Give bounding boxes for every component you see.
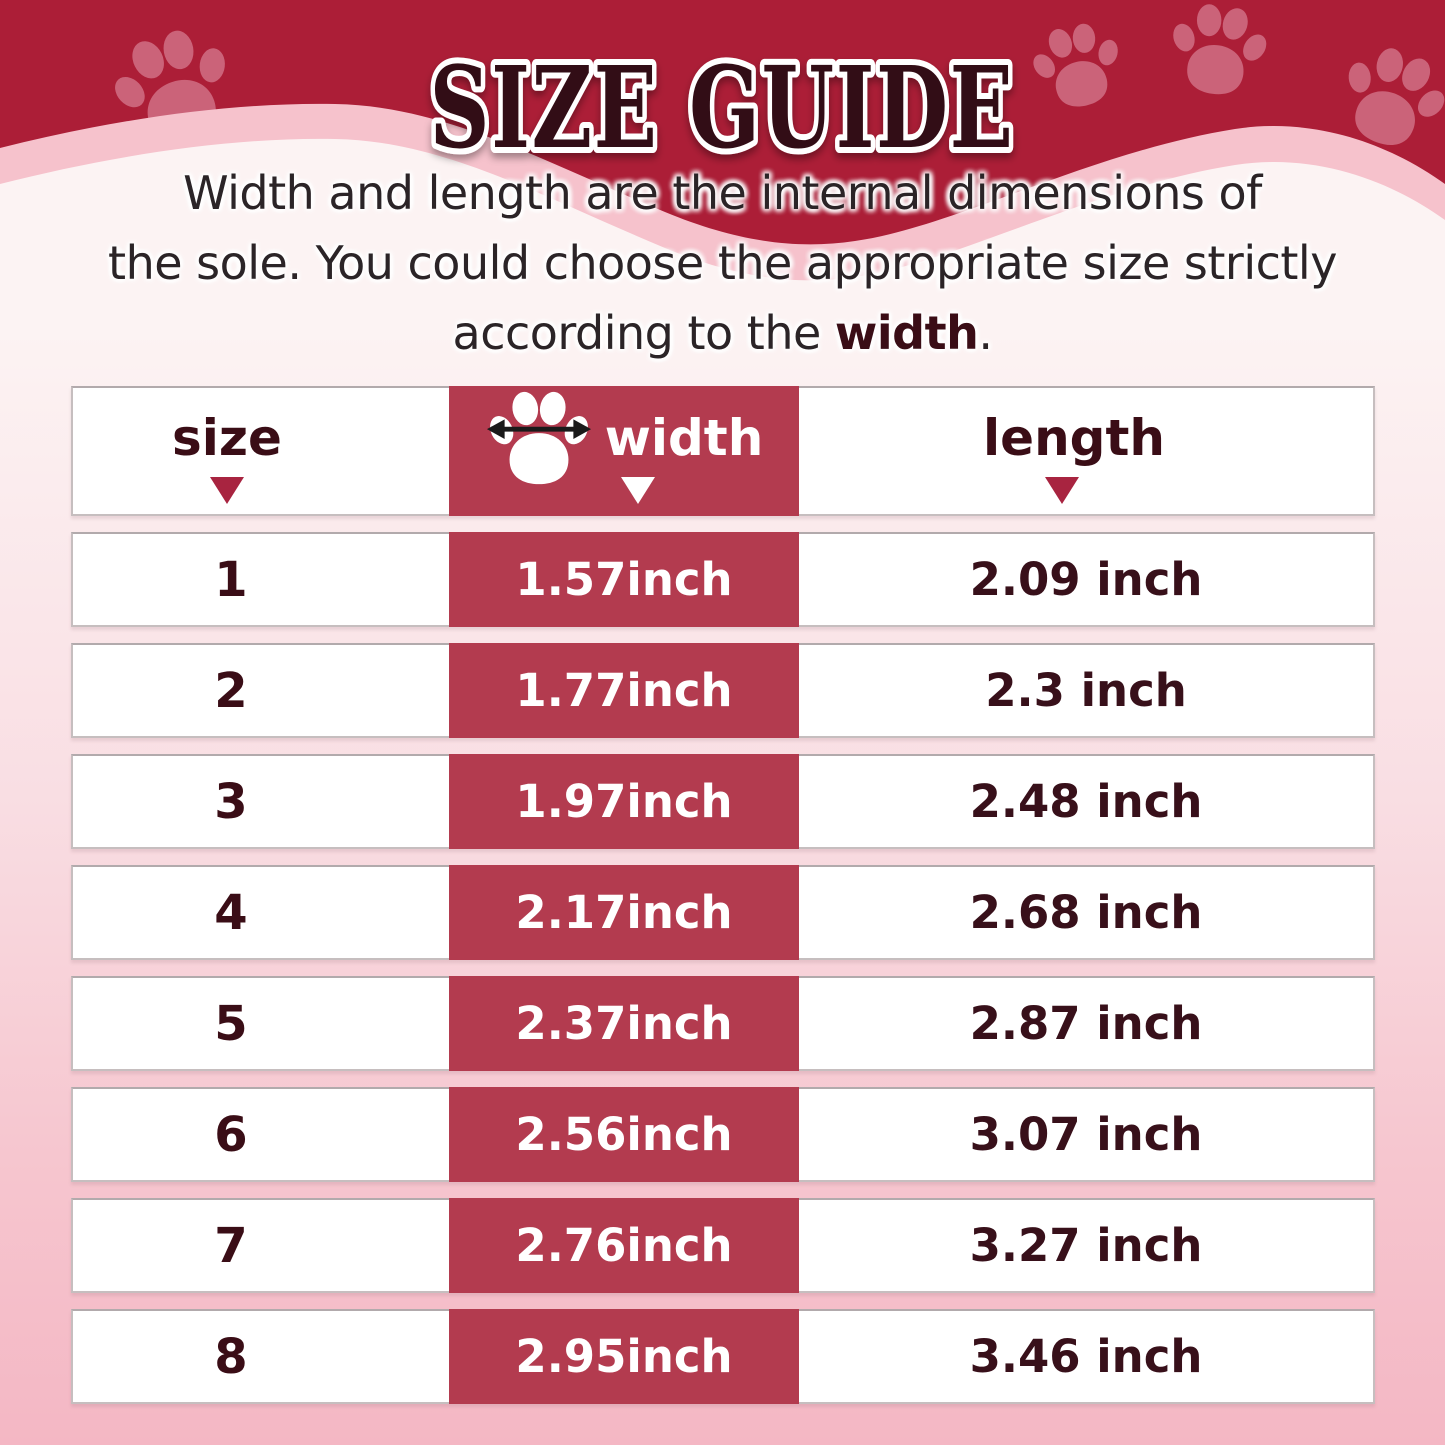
triangle-down-icon xyxy=(1045,477,1079,504)
width-value: 2.37inch xyxy=(515,997,733,1050)
width-value: 2.56inch xyxy=(515,1108,733,1161)
size-value: 7 xyxy=(214,1217,248,1274)
size-value: 3 xyxy=(214,773,248,830)
width-value: 2.76inch xyxy=(515,1219,733,1272)
length-value: 3.46 inch xyxy=(969,1330,1203,1383)
length-value: 2.3 inch xyxy=(985,664,1187,717)
intro-line-3-period: . xyxy=(978,306,993,360)
header-size: size xyxy=(73,388,449,514)
length-value: 2.68 inch xyxy=(969,886,1203,939)
intro-line-2: the sole. You could choose the appropria… xyxy=(108,236,1337,290)
size-value: 5 xyxy=(214,995,248,1052)
header-length-label: length xyxy=(983,409,1165,467)
header-length: length xyxy=(799,388,1373,514)
header-width-label: width xyxy=(604,409,764,467)
header-width-group: width xyxy=(485,388,764,488)
table-row: 6 2.56inch 3.07 inch xyxy=(71,1087,1375,1182)
width-value: 2.95inch xyxy=(515,1330,733,1383)
intro-width-emphasis: width xyxy=(834,306,979,360)
length-value: 3.07 inch xyxy=(969,1108,1203,1161)
intro-line-3: according to the xyxy=(452,306,835,360)
wave-white xyxy=(0,138,1445,340)
width-value: 1.57inch xyxy=(515,553,733,606)
triangle-down-icon xyxy=(210,477,244,504)
table-row: 5 2.37inch 2.87 inch xyxy=(71,976,1375,1071)
width-value: 2.17inch xyxy=(515,886,733,939)
size-table: size width length xyxy=(71,386,1375,1404)
size-value: 2 xyxy=(214,662,248,719)
width-value: 1.77inch xyxy=(515,664,733,717)
intro-line-1: Width and length are the internal dimens… xyxy=(183,166,1262,220)
hero-banner: SIZE GUIDE xyxy=(0,0,1445,340)
header-size-label: size xyxy=(172,409,282,467)
size-value: 8 xyxy=(214,1328,248,1385)
banner-wave-graphic xyxy=(0,0,1445,340)
size-value: 1 xyxy=(214,551,248,608)
paw-width-measure-icon xyxy=(486,390,591,485)
table-row: 4 2.17inch 2.68 inch xyxy=(71,865,1375,960)
table-row: 3 1.97inch 2.48 inch xyxy=(71,754,1375,849)
title-text: SIZE GUIDE xyxy=(430,43,1015,174)
length-value: 2.09 inch xyxy=(969,553,1203,606)
table-header-row: size width length xyxy=(71,386,1375,516)
intro-text: Width and length are the internal dimens… xyxy=(0,158,1445,368)
length-value: 2.48 inch xyxy=(969,775,1203,828)
page-title: SIZE GUIDE xyxy=(424,37,1019,180)
size-value: 6 xyxy=(214,1106,248,1163)
width-value: 1.97inch xyxy=(515,775,733,828)
length-value: 3.27 inch xyxy=(969,1219,1203,1272)
length-value: 2.87 inch xyxy=(969,997,1203,1050)
table-row: 7 2.76inch 3.27 inch xyxy=(71,1198,1375,1293)
size-value: 4 xyxy=(214,884,248,941)
header-width: width xyxy=(449,386,799,516)
triangle-down-icon xyxy=(621,477,655,504)
table-row: 8 2.95inch 3.46 inch xyxy=(71,1309,1375,1404)
table-row: 1 1.57inch 2.09 inch xyxy=(71,532,1375,627)
table-row: 2 1.77inch 2.3 inch xyxy=(71,643,1375,738)
